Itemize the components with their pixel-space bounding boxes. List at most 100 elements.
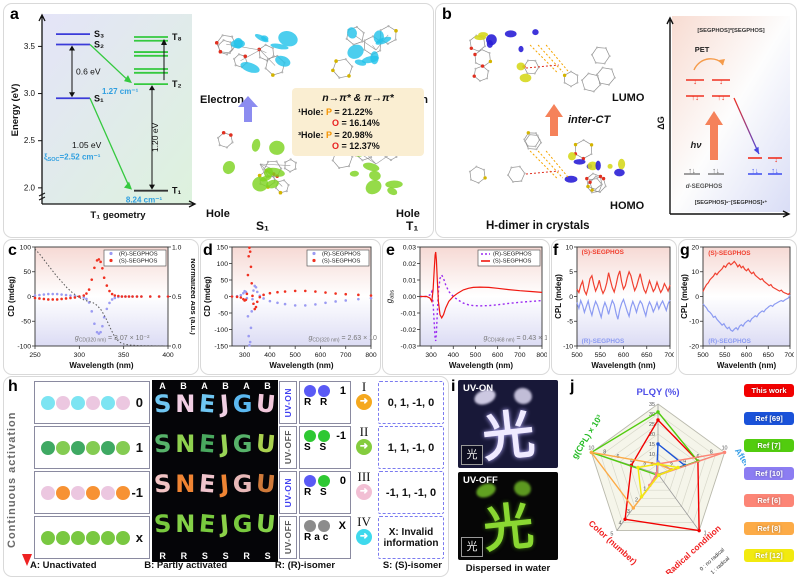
- svg-text:S₃: S₃: [94, 29, 104, 39]
- lumo-dimer-image: [444, 10, 649, 110]
- energy-level-diagram: 2.0 2.5 3.0 3.5 Energy (eV) T₁ geometry S₁ S₂ S₃…: [6, 6, 198, 234]
- svg-text:(S)-SEGPHOS: (S)-SEGPHOS: [493, 259, 531, 265]
- svg-text:4: 4: [630, 458, 633, 464]
- svg-text:15: 15: [649, 442, 655, 448]
- svg-text:PLQY (%): PLQY (%): [636, 387, 679, 398]
- isomer-letter: R: [243, 551, 250, 561]
- state-dot: [41, 530, 55, 545]
- svg-text:(S)-SEGPHOS: (S)-SEGPHOS: [708, 250, 751, 257]
- svg-text:-150: -150: [214, 343, 228, 350]
- molecule-drawing: [217, 130, 297, 195]
- svg-text:10: 10: [649, 452, 655, 458]
- state-dot: [101, 485, 115, 500]
- column-letter: B: [180, 381, 187, 391]
- isomer-dot: [304, 430, 316, 442]
- painted-letter: S: [152, 429, 173, 459]
- state-dot: [116, 395, 130, 410]
- painted-letter: U: [255, 389, 278, 419]
- isomer-dot: [304, 520, 316, 532]
- svg-text:Wavelenth (nm): Wavelenth (nm): [717, 361, 777, 370]
- state-dot: [56, 440, 70, 455]
- dg-top-state: [SEGPHOS]*[SEGPHOS]: [697, 28, 764, 34]
- column-letter: B: [264, 381, 271, 391]
- panel-e-label: e: [386, 242, 395, 259]
- legend-ref--10-: Ref [10]: [744, 466, 794, 480]
- legend-ref--8-: Ref [8]: [744, 521, 794, 535]
- svg-text:-5: -5: [567, 319, 573, 326]
- panel-a-label: a: [10, 6, 19, 23]
- isomer-letter: R: [180, 551, 188, 561]
- chart-svg-c: 250 300 350 400 -100 -50 0 50 100 0.0 0.5 1.0 Wavele…: [7, 244, 198, 370]
- activation-row-0: 0: [34, 381, 150, 424]
- painted-letter: J: [218, 469, 230, 499]
- legend-ref--69-: Ref [69]: [744, 411, 794, 425]
- svg-text:10: 10: [565, 244, 573, 251]
- svg-text:35: 35: [649, 402, 655, 408]
- inter-ct-arrow: [545, 104, 563, 136]
- svg-text:10: 10: [588, 445, 594, 451]
- series-SSEGPHOS: [230, 246, 373, 311]
- painted-letter: S: [152, 509, 173, 539]
- dimer-drawing: [469, 29, 616, 93]
- svg-text:4: 4: [683, 458, 686, 464]
- painted-letter: U: [255, 509, 278, 539]
- painted-letter: J: [218, 429, 230, 459]
- svg-text:(R)-SEGPHOS: (R)-SEGPHOS: [322, 252, 361, 258]
- svg-text:Wavelength (nm): Wavelength (nm): [269, 361, 333, 370]
- svg-text:550: 550: [719, 352, 731, 359]
- panel-f-label: f: [553, 242, 559, 259]
- svg-text:8: 8: [603, 450, 606, 456]
- activation-row-x: x: [34, 516, 150, 559]
- homo-dimer-image: [444, 116, 649, 216]
- molecule-hole-s1: [204, 122, 316, 206]
- svg-text:2.0: 2.0: [24, 183, 36, 192]
- svg-text:2.5: 2.5: [24, 136, 36, 145]
- legend-this-work: This work: [744, 384, 794, 397]
- continuous-activation-label: Continuous activation: [6, 411, 18, 549]
- purple-up-arrow: [238, 96, 258, 122]
- svg-text:3.0: 3.0: [24, 89, 36, 98]
- s1-state-label: S₁: [256, 219, 269, 233]
- series-SSEGPHOS: [33, 258, 170, 301]
- isomer-dot: [318, 430, 330, 442]
- series-RSEGPHOS: [576, 297, 671, 320]
- svg-text:1: 1: [643, 486, 646, 492]
- pair-cell-SS: -1 S S: [299, 426, 351, 469]
- svg-text:300: 300: [425, 352, 437, 359]
- step-arrow-icon: ➜: [356, 439, 372, 455]
- chart-f: 500 550 600 650 700 -10 -5 0 5 10 Wavelength (nm) C…: [552, 240, 676, 377]
- painted-letter: E: [198, 509, 217, 539]
- svg-text:600: 600: [492, 352, 504, 359]
- svg-text:0: 0: [224, 294, 228, 301]
- svg-text:(S)-SEGPHOS: (S)-SEGPHOS: [119, 259, 157, 265]
- row-value: x: [135, 530, 143, 545]
- svg-text:↑↓: ↑↓: [751, 166, 759, 175]
- step-arrow-icon: ➜: [356, 484, 372, 500]
- svg-text:300: 300: [74, 352, 86, 359]
- delta-g-diagram: ΔG [SEGPHOS]*[SEGPHOS] PET ↓ ↓ ↑↓ ↑↓ hν ↑↓…: [656, 16, 791, 218]
- svg-text:Wavelength (nm): Wavelength (nm): [69, 361, 133, 370]
- dispersed-caption: Dispersed in water: [465, 563, 551, 574]
- state-dot: [101, 530, 115, 545]
- svg-text:700: 700: [340, 352, 352, 359]
- svg-text:500: 500: [571, 352, 583, 359]
- state-dot: [41, 395, 55, 410]
- uv-state-cell: UV-OFF: [279, 516, 297, 559]
- svg-text:-50: -50: [21, 319, 31, 326]
- svg-text:0.01: 0.01: [403, 277, 416, 284]
- dg-ylabel: ΔG: [656, 116, 666, 129]
- svg-text:0: 0: [695, 294, 699, 301]
- svg-text:T₈: T₈: [172, 32, 182, 42]
- painted-letter: J: [218, 389, 230, 419]
- chart-svg-f: 500 550 600 650 700 -10 -5 0 5 10 Wavelength (nm) C…: [554, 244, 676, 370]
- row-value: -1: [131, 485, 143, 500]
- panel-d-label: d: [203, 242, 213, 259]
- column-letter: B: [222, 381, 229, 391]
- radar-chart: 5 10 15 20 25 30 35 2 4 6 8 10 1 1 2 3 4 5 2 4 6 8 10 PLQY (%) A…: [566, 378, 779, 578]
- svg-text:(S)-SEGPHOS: (S)-SEGPHOS: [582, 249, 625, 256]
